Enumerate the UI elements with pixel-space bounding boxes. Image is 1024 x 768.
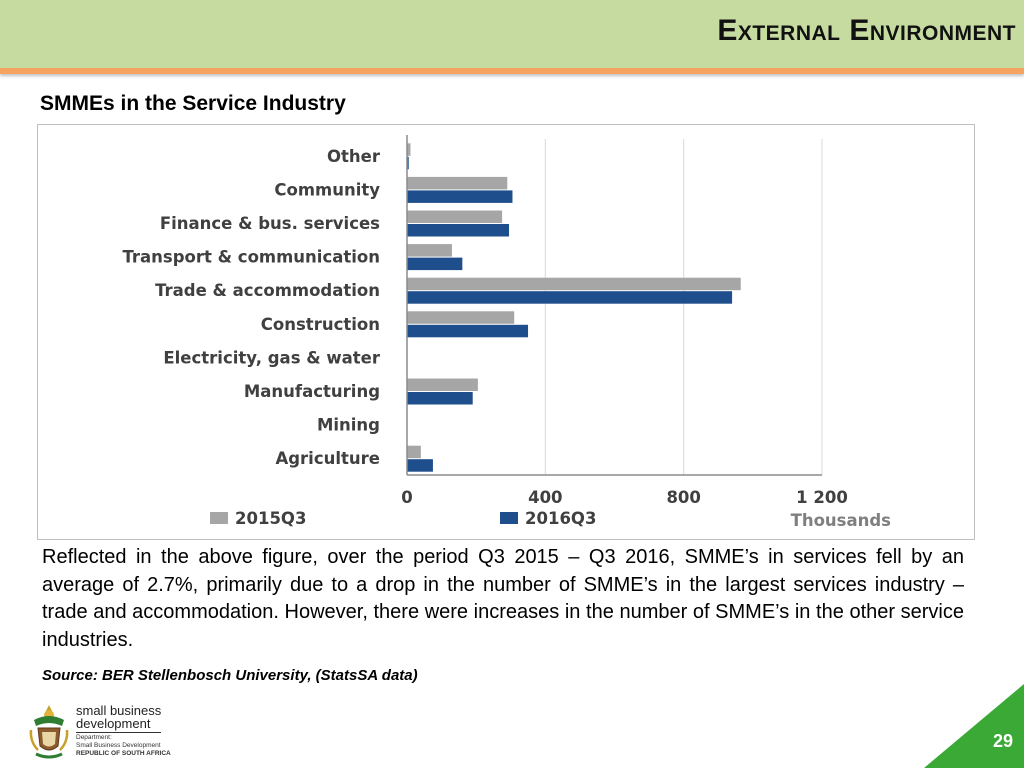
bar-2015Q3-7	[407, 378, 478, 391]
bar-2016Q3-1	[407, 190, 513, 203]
source-note: Source: BER Stellenbosch University, (St…	[42, 667, 418, 684]
x-tick-label: 1 200	[796, 488, 848, 507]
legend-label: 2015Q3	[235, 509, 306, 528]
bar-2015Q3-9	[407, 445, 421, 459]
bar-2016Q3-5	[407, 324, 529, 338]
bar-2016Q3-9	[407, 459, 433, 472]
slide-title: External Environment	[717, 14, 1016, 47]
x-tick-label: 400	[528, 488, 562, 507]
logo-dept-line-1: Department:	[76, 734, 112, 741]
bar-2015Q3-2	[407, 210, 503, 223]
bar-2015Q3-0	[407, 143, 411, 156]
x-tick-label: 0	[401, 488, 412, 507]
header-bar	[0, 0, 1024, 74]
bar-2016Q3-0	[407, 156, 409, 170]
bar-chart: Other Community Finance & bus. services Tra…	[122, 135, 892, 530]
category-label: Manufacturing	[244, 382, 380, 401]
logo-dept-line-2: Small Business Development	[76, 742, 161, 749]
category-label: Other	[327, 147, 381, 166]
bar-2015Q3-5	[407, 311, 515, 324]
category-label: Electricity, gas & water	[163, 348, 380, 367]
category-label: Finance & bus. services	[160, 214, 380, 233]
bar-2015Q3-3	[407, 244, 452, 257]
sbd-logo: small business development Department: S…	[28, 700, 178, 762]
legend-label: 2016Q3	[525, 509, 596, 528]
page-number: 29	[992, 731, 1013, 751]
coat-of-arms-icon	[29, 705, 69, 759]
category-label: Mining	[317, 416, 380, 435]
chart-subtitle: SMMEs in the Service Industry	[40, 92, 346, 115]
body-paragraph: Reflected in the above figure, over the …	[42, 546, 964, 651]
category-label: Transport & communication	[122, 248, 380, 267]
category-label: Trade & accommodation	[155, 281, 380, 300]
category-label: Construction	[261, 315, 380, 334]
chart-frame: Other Community Finance & bus. services Tra…	[37, 124, 975, 540]
logo-line-1: small business	[76, 703, 162, 718]
legend-swatch-2016Q3	[500, 512, 518, 524]
bar-2016Q3-4	[407, 291, 733, 304]
logo-dept-line-3: REPUBLIC OF SOUTH AFRICA	[76, 750, 171, 757]
x-tick-label: 800	[666, 488, 700, 507]
bar-2015Q3-1	[407, 176, 508, 190]
category-label: Community	[274, 180, 380, 199]
category-label: Agriculture	[275, 449, 380, 468]
bar-2016Q3-7	[407, 392, 473, 405]
bar-2015Q3-4	[407, 277, 741, 291]
logo-line-2: development	[76, 717, 162, 733]
bar-2016Q3-2	[407, 224, 510, 237]
bar-2016Q3-3	[407, 257, 463, 271]
legend-swatch-2015Q3	[210, 512, 228, 524]
x-axis-unit-label: Thousands	[791, 511, 892, 530]
page-corner	[924, 684, 1024, 768]
